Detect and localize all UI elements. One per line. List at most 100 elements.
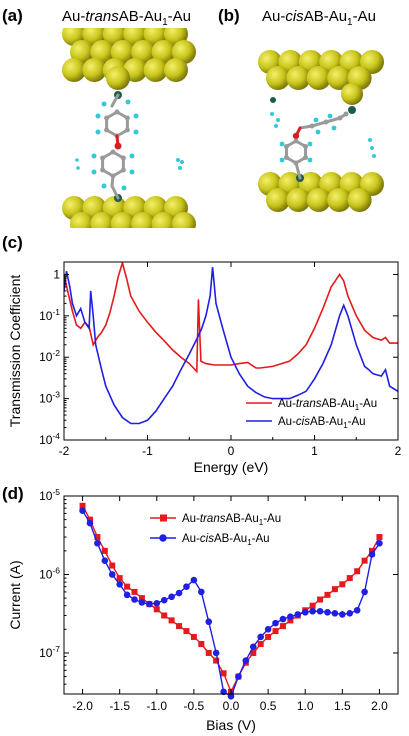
- data-point: [309, 607, 316, 615]
- legend-label: Au-cisAB-Au1-Au: [182, 533, 270, 547]
- hydrogen-atom: [180, 160, 184, 164]
- data-point: [86, 519, 94, 527]
- x-tick-label: -1: [142, 444, 153, 458]
- hydrogen-atom: [370, 146, 374, 150]
- iv-chart: -2.0 -1.5 -1.0 -0.5 0.0 0.5 1.0 1.5 2.0 10-5 10-6 1…: [7, 487, 399, 733]
- legend-entry-cis: Au-cisAB-Au1-Au: [150, 533, 270, 547]
- data-point: [124, 583, 131, 590]
- data-point: [264, 626, 272, 633]
- data-point: [317, 596, 324, 603]
- data-point: [331, 586, 338, 593]
- hydrogen-atom: [276, 118, 280, 122]
- hydrogen-atom: [270, 112, 274, 116]
- plot-frame: [63, 261, 399, 441]
- data-point: [138, 595, 145, 602]
- data-point: [316, 607, 324, 615]
- gold-atom: [90, 212, 115, 228]
- hydrogen-atom: [95, 113, 101, 119]
- oxygen-atom: [114, 142, 122, 150]
- gold-atom: [164, 58, 188, 82]
- data-point: [123, 591, 131, 599]
- gold-atom: [82, 58, 107, 82]
- carbon-atom: [104, 127, 110, 133]
- data-point: [131, 596, 138, 603]
- legend-label: Au-transAB-Au1-Au: [278, 398, 377, 412]
- data-point: [79, 502, 86, 509]
- data-point: [361, 588, 368, 596]
- carbon-atom: [293, 138, 299, 144]
- data-point: [339, 611, 346, 618]
- hydrogen-atom: [129, 153, 135, 159]
- carbon-atom: [120, 155, 126, 161]
- data-point: [183, 628, 190, 635]
- legend-label: Au-cisAB-Au1-Au: [278, 416, 366, 430]
- carbon-atom: [104, 115, 110, 121]
- legend-entry-trans: Au-transAB-Au1-Au: [150, 513, 281, 527]
- hydrogen-atom: [76, 166, 80, 170]
- hydrogen-atom: [368, 138, 372, 142]
- hydrogen-atom: [121, 185, 127, 191]
- data-point: [109, 562, 116, 569]
- gold-atom: [151, 212, 176, 228]
- data-point: [213, 657, 220, 664]
- cis-structure-image: [258, 50, 384, 212]
- panel-b-label: (b): [218, 6, 240, 25]
- bond: [110, 174, 115, 188]
- data-point: [250, 649, 257, 656]
- series-line-1: [64, 267, 398, 425]
- data-point: [227, 693, 235, 700]
- x-tick-label: 1.0: [297, 699, 314, 713]
- data-point: [294, 611, 302, 618]
- data-point: [116, 575, 123, 582]
- data-point: [369, 547, 376, 554]
- x-tick-label: 0: [228, 444, 235, 458]
- data-point: [153, 606, 160, 613]
- x-axis-label: Energy (eV): [194, 459, 269, 475]
- hydrogen-atom: [101, 183, 107, 189]
- carbon-atom: [100, 155, 106, 161]
- x-tick-label: -0.5: [184, 699, 205, 713]
- sulfur-atom: [348, 106, 356, 114]
- hydrogen-atom: [274, 124, 278, 128]
- carbon-atom: [303, 155, 309, 160]
- gold-atom: [306, 188, 331, 212]
- y-tick-label: 10-7: [39, 644, 60, 660]
- sulfur-atom: [270, 97, 276, 103]
- gold-atom: [172, 212, 196, 228]
- hydrogen-atom: [178, 166, 182, 170]
- hydrogen-atom: [279, 141, 285, 147]
- data-point: [160, 596, 168, 604]
- data-point: [86, 516, 93, 523]
- carbon-atom: [100, 167, 106, 173]
- x-tick-label: 1.5: [334, 699, 351, 713]
- data-point: [146, 600, 153, 608]
- x-tick-label: -2: [59, 444, 70, 458]
- hydrogen-atom: [315, 129, 321, 135]
- gold-atom: [306, 66, 331, 90]
- gold-atom: [347, 188, 372, 212]
- data-point: [346, 575, 353, 582]
- x-tick-label: -2.0: [72, 699, 93, 713]
- data-point: [205, 649, 212, 656]
- data-point: [272, 628, 279, 635]
- data-point: [220, 688, 227, 696]
- data-point: [257, 633, 264, 641]
- data-point: [183, 583, 190, 590]
- hydrogen-atom: [129, 169, 135, 175]
- panel-a-title: Au-transAB-Au1-Au: [62, 8, 191, 28]
- data-point: [339, 581, 346, 588]
- legend-marker: [160, 514, 167, 522]
- data-point: [198, 588, 205, 596]
- data-point: [176, 623, 183, 630]
- gold-atom: [70, 40, 94, 64]
- hydrogen-atom: [133, 113, 139, 119]
- data-point: [346, 610, 354, 617]
- data-point: [205, 618, 213, 626]
- data-point: [354, 568, 361, 575]
- gold-atom: [266, 188, 290, 212]
- data-point: [331, 610, 339, 617]
- y-axis-label: Transmission Coefficient: [7, 275, 23, 428]
- carbon-atom: [120, 167, 126, 173]
- legend-marker: [159, 534, 167, 542]
- series-line-0: [64, 262, 398, 374]
